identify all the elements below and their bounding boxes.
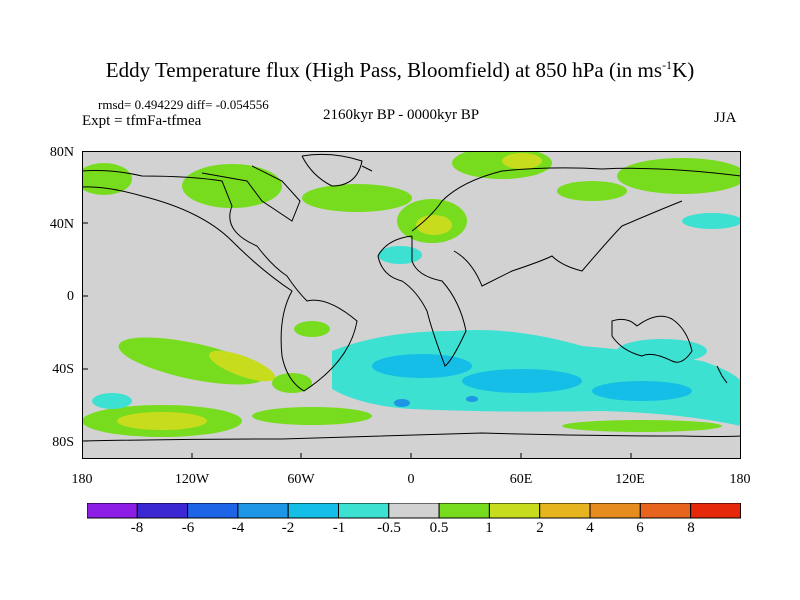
- experiment-label: Expt = tfmFa-tfmea: [82, 113, 202, 129]
- lon-label-60w: 60W: [287, 472, 315, 487]
- colorbar-label: 1: [485, 520, 493, 536]
- lat-label-80n: 80N: [49, 145, 74, 160]
- colorbar-label: -6: [181, 520, 195, 536]
- colorbar-swatch-4: [287, 503, 339, 519]
- lat-label-40n: 40N: [49, 217, 74, 232]
- lon-label-180w: 180: [71, 472, 93, 487]
- colorbar-swatch-1: [136, 503, 189, 519]
- lon-label-120e: 120E: [615, 472, 645, 487]
- chart-title: Eddy Temperature flux (High Pass, Bloomf…: [105, 58, 695, 82]
- lat-label-40s: 40S: [52, 362, 74, 377]
- colorbar-label: 8: [687, 520, 695, 536]
- colorbar-swatch-5: [338, 503, 390, 519]
- stats-text: rmsd= 0.494229 diff= -0.054556: [98, 97, 269, 112]
- colorbar-swatch-2: [187, 503, 239, 519]
- colorbar-swatch-0: [87, 503, 138, 519]
- lat-label-0: 0: [67, 289, 74, 304]
- lat-label-80s: 80S: [52, 435, 74, 450]
- colorbar-label: 0.5: [429, 520, 449, 536]
- colorbar-label: 2: [536, 520, 544, 536]
- lon-label-0: 0: [407, 472, 415, 487]
- colorbar-swatch-7: [438, 503, 490, 519]
- lon-label-180e: 180: [729, 472, 751, 487]
- map-ticks: [82, 151, 632, 459]
- colorbar-label: 4: [586, 520, 594, 536]
- colorbar-label: -4: [231, 520, 245, 536]
- colorbar-label: -8: [130, 520, 144, 536]
- colorbar-label: -1: [332, 520, 346, 536]
- lon-label-60e: 60E: [509, 472, 533, 487]
- colorbar-swatch-8: [488, 503, 541, 519]
- negative-flux-regions: [92, 213, 741, 426]
- season-label: JJA: [714, 110, 737, 126]
- colorbar-swatch-9: [539, 503, 591, 519]
- colorbar-label: -2: [281, 520, 295, 536]
- colorbar-swatch-12: [690, 503, 741, 519]
- period-label: 2160kyr BP - 0000kyr BP: [323, 107, 480, 123]
- map-plot: [82, 151, 741, 459]
- positive-flux-regions: [82, 151, 741, 437]
- lon-label-120w: 120W: [174, 472, 210, 487]
- colorbar: [87, 503, 741, 519]
- colorbar-swatch-6: [388, 503, 440, 519]
- coastlines: [82, 153, 741, 442]
- colorbar-label: 6: [636, 520, 644, 536]
- colorbar-swatch-11: [639, 503, 692, 519]
- colorbar-swatch-3: [237, 503, 289, 519]
- colorbar-label: -0.5: [377, 520, 401, 536]
- colorbar-swatch-10: [589, 503, 641, 519]
